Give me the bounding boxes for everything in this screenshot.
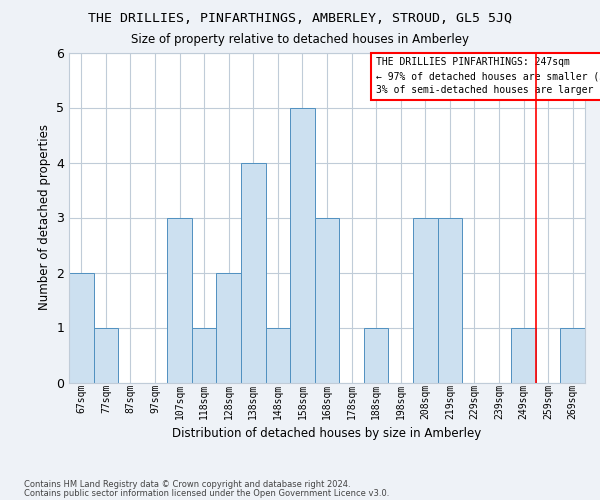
Bar xyxy=(266,328,290,382)
Text: Contains public sector information licensed under the Open Government Licence v3: Contains public sector information licen… xyxy=(24,489,389,498)
Bar xyxy=(413,218,437,382)
Bar xyxy=(437,218,462,382)
Bar xyxy=(560,328,585,382)
Bar xyxy=(290,108,315,382)
Text: THE DRILLIES PINFARTHINGS: 247sqm
← 97% of detached houses are smaller (30)
3% o: THE DRILLIES PINFARTHINGS: 247sqm ← 97% … xyxy=(376,58,600,96)
Bar xyxy=(69,272,94,382)
Text: THE DRILLIES, PINFARTHINGS, AMBERLEY, STROUD, GL5 5JQ: THE DRILLIES, PINFARTHINGS, AMBERLEY, ST… xyxy=(88,12,512,26)
Bar xyxy=(364,328,388,382)
Bar xyxy=(167,218,192,382)
Bar xyxy=(94,328,118,382)
Bar xyxy=(511,328,536,382)
Bar xyxy=(315,218,339,382)
Bar xyxy=(241,162,266,382)
Y-axis label: Number of detached properties: Number of detached properties xyxy=(38,124,50,310)
Text: Contains HM Land Registry data © Crown copyright and database right 2024.: Contains HM Land Registry data © Crown c… xyxy=(24,480,350,489)
Bar xyxy=(217,272,241,382)
Bar xyxy=(192,328,217,382)
X-axis label: Distribution of detached houses by size in Amberley: Distribution of detached houses by size … xyxy=(172,428,482,440)
Text: Size of property relative to detached houses in Amberley: Size of property relative to detached ho… xyxy=(131,32,469,46)
